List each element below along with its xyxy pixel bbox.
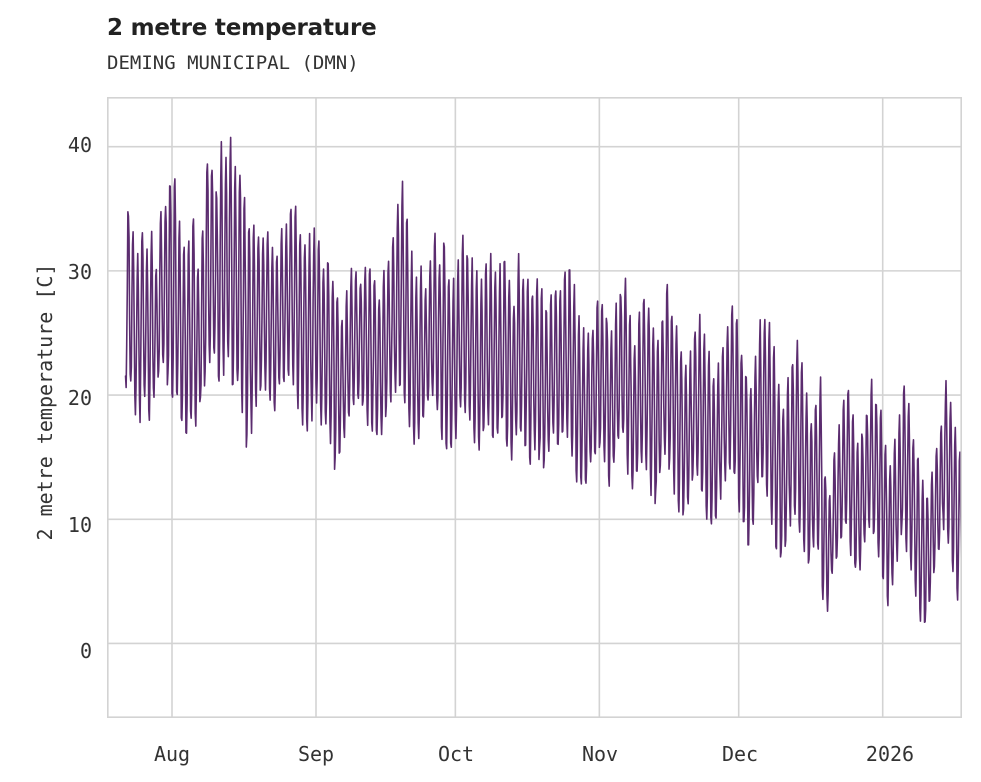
- y-tick-30: 30: [67, 260, 92, 284]
- y-tick-0: 0: [79, 639, 92, 663]
- chart-subtitle: DEMING MUNICIPAL (DMN): [107, 52, 359, 74]
- x-tick-dec: Dec: [721, 742, 759, 766]
- y-tick-20: 20: [67, 386, 92, 410]
- y-tick-10: 10: [67, 513, 92, 537]
- temperature-series-line: [124, 136, 962, 624]
- y-tick-40: 40: [67, 133, 92, 157]
- plot-area: [107, 97, 962, 718]
- chart-title: 2 metre temperature: [107, 15, 377, 41]
- x-tick-oct: Oct: [437, 742, 475, 766]
- y-axis-ticks: 40 30 20 10 0: [0, 0, 92, 782]
- x-tick-sep: Sep: [297, 742, 335, 766]
- x-tick-nov: Nov: [581, 742, 619, 766]
- x-tick-2026: 2026: [865, 742, 915, 766]
- x-tick-aug: Aug: [153, 742, 191, 766]
- plot-border: [107, 97, 962, 718]
- temperature-line-chart: [107, 97, 962, 718]
